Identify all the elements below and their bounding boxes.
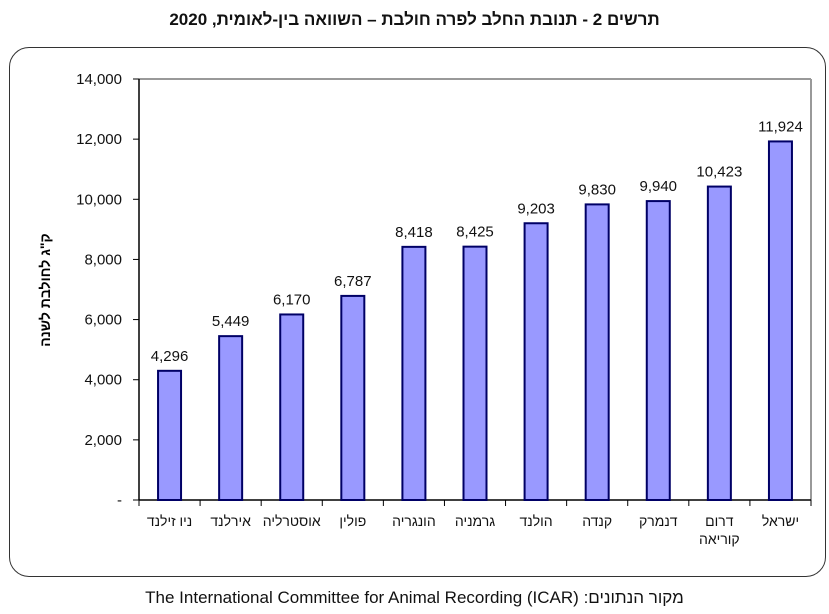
y-tick-label: 10,000 [76, 191, 122, 208]
bar [523, 222, 549, 501]
value-label: 9,830 [578, 181, 616, 198]
y-tick-label: - [117, 492, 122, 509]
y-axis-ticks: - 2,000 4,000 6,000 8,000 10,000 12,000 14,000 [76, 71, 139, 509]
bar [645, 200, 671, 501]
x-tick-label: דרום [705, 513, 734, 529]
value-label: 6,787 [334, 273, 372, 290]
y-tick-label: 6,000 [84, 312, 122, 329]
bar [157, 369, 183, 501]
value-label: 11,924 [758, 118, 803, 135]
x-tick-label: הולנד [520, 513, 553, 529]
bar [279, 313, 305, 501]
value-label: 9,940 [639, 178, 677, 195]
x-tick-label: ישראל [762, 513, 799, 529]
value-labels: 4,296 5,449 6,170 6,787 8,418 8,425 9,203 9,830… [151, 118, 803, 364]
chart-title: תרשים 2 - תנובת החלב לפרה חולבת – השוואה… [169, 10, 660, 29]
x-tick-label: הונגריה [392, 513, 436, 529]
y-tick-label: 8,000 [84, 251, 122, 268]
value-label: 4,296 [151, 348, 189, 365]
x-tick-label: אוסטרליה [263, 513, 321, 529]
data-source: מקור הנתונים: The International Committe… [145, 588, 684, 607]
x-tick-label: קנדה [582, 513, 612, 529]
bar [218, 335, 244, 501]
bar [767, 140, 793, 501]
value-label: 8,418 [395, 224, 433, 241]
x-tick-label: ניו זילנד [147, 513, 192, 529]
x-tick-label: דנמרק [639, 513, 678, 529]
x-tick-label: גרמניה [455, 513, 495, 529]
x-tick-label: פולין [339, 513, 366, 529]
bars [157, 140, 793, 502]
bar [401, 245, 427, 501]
value-label: 10,423 [696, 164, 742, 181]
y-tick-label: 14,000 [76, 71, 122, 88]
y-tick-label: 12,000 [76, 131, 122, 148]
bar [706, 185, 732, 502]
bar [584, 203, 610, 501]
x-tick-label: אירלנד [210, 513, 251, 529]
bar [340, 294, 366, 501]
value-label: 5,449 [212, 313, 250, 330]
value-label: 9,203 [517, 200, 555, 217]
value-label: 6,170 [273, 291, 311, 308]
chart-frame [9, 47, 826, 577]
bar [462, 245, 488, 501]
y-tick-label: 2,000 [84, 432, 122, 449]
y-axis-label: ק"ג לחולבת לשנה [37, 233, 53, 346]
value-label: 8,425 [456, 224, 494, 241]
x-tick-label: קוריאה [699, 531, 740, 547]
x-axis-labels: ניו זילנד אירלנד אוסטרליה פולין הונגריה גרמני… [138, 500, 812, 547]
y-tick-label: 4,000 [84, 372, 122, 389]
